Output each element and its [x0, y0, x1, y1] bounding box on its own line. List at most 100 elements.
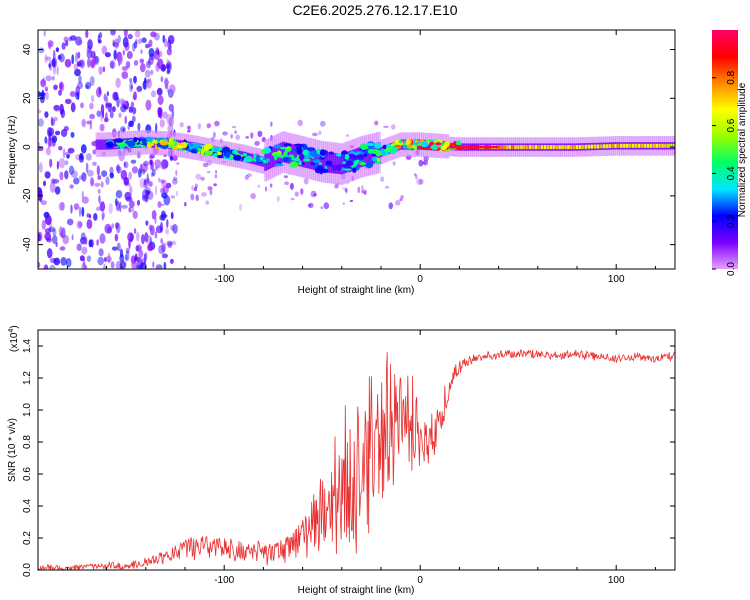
spectrogram-cell	[576, 145, 579, 150]
spectrogram-cell	[95, 139, 99, 150]
spectrogram-cell	[81, 118, 86, 128]
colorbar-tick-label: 0.8	[726, 70, 737, 84]
spectrogram-cell	[661, 143, 664, 148]
spectrogram-cell	[54, 186, 61, 195]
spectrogram-cell	[366, 145, 370, 166]
spectrogram-cell	[269, 183, 273, 188]
spectrogram-cell	[540, 145, 544, 150]
spectrogram-cell	[157, 107, 163, 115]
spectrogram-cell	[127, 140, 136, 148]
spectrogram-cell	[283, 175, 288, 179]
spectrogram-cell	[42, 76, 45, 85]
spectrogram-cell	[153, 32, 160, 41]
spectrogram-cell	[135, 244, 142, 252]
spectrogram-cell	[531, 145, 535, 150]
spectrogram-cell	[49, 181, 56, 193]
spectrogram-cell	[146, 143, 155, 147]
spectrogram-cell	[77, 81, 83, 90]
spectrogram-cell	[375, 150, 382, 157]
spectrogram-cell	[423, 159, 429, 166]
snr-x-axis-label: Height of straight line (km)	[298, 585, 415, 596]
spectrogram-cell	[58, 89, 62, 96]
spectrogram-cell	[135, 38, 138, 45]
spectrogram-cell	[45, 56, 52, 61]
spectrogram-cell	[66, 218, 74, 226]
spectrogram-cell	[321, 151, 324, 172]
spectrogram-cell	[132, 210, 138, 219]
spectrogram-cell	[499, 145, 503, 150]
spectrogram-cell	[282, 156, 290, 162]
snr-x-tick-label: 100	[608, 575, 625, 586]
spectrogram-cell	[288, 157, 292, 162]
spectrogram-cell	[617, 143, 620, 148]
spectrogram-cell	[608, 144, 611, 149]
spectrogram-cell	[158, 177, 161, 183]
spectrogram-cell	[204, 150, 214, 156]
spectrogram-cell	[81, 206, 85, 217]
colorbar-tick-label: 0.2	[726, 214, 737, 228]
spectrogram-cell	[523, 145, 526, 150]
spectrogram-cell	[392, 161, 396, 166]
spectrogram-cell	[125, 250, 130, 261]
spectrogram-cell	[529, 145, 532, 150]
spectrogram-cell	[40, 200, 47, 206]
spectrogram-cell	[116, 242, 121, 252]
spectrogram-cell	[383, 125, 389, 128]
spectrogram-cell	[273, 153, 278, 161]
spectrogram-cell	[414, 139, 418, 143]
spectrogram-cell	[190, 193, 195, 201]
spectrogram-cell	[51, 135, 58, 143]
spectrogram-cell	[163, 79, 170, 85]
spectrogram-cell	[92, 149, 97, 155]
spectrogram-cell	[95, 206, 101, 211]
spectrogram-cell	[97, 256, 104, 266]
spectrogram-cell	[254, 140, 260, 146]
spectrogram-cell	[143, 253, 147, 265]
spectrogram-cell	[90, 59, 96, 69]
spectrogram-cell	[166, 219, 169, 228]
spectrogram-cell	[75, 91, 80, 100]
spectrogram-cell	[319, 151, 322, 172]
spectrogram-cell	[170, 240, 177, 246]
spectrogram-cell	[52, 228, 57, 236]
spectrogram-cell	[133, 75, 137, 84]
spectrogram-cell	[200, 176, 205, 181]
spectrogram-cell	[605, 144, 608, 149]
spectrogram-cell	[126, 50, 133, 60]
spectrogram-cell	[96, 110, 102, 117]
spectrogram-cell	[308, 202, 314, 209]
spectrogram-cell	[99, 233, 106, 244]
spectrogram-cell	[418, 159, 424, 167]
spectrogram-cell	[155, 166, 162, 169]
spectrogram-cell	[131, 115, 136, 123]
spectrogram-cell	[101, 212, 105, 219]
spectrogram-cell	[172, 223, 178, 234]
spectrogram-cell	[78, 154, 84, 163]
spectrogram-cell	[137, 168, 142, 178]
spectrogram-cell	[44, 111, 49, 118]
snr-y-axis-label: SNR (10 * v/v)	[7, 418, 18, 482]
spectrogram-cell	[63, 125, 69, 132]
spectrogram-cell	[336, 153, 340, 174]
spectrogram-cell	[55, 242, 58, 247]
spectrogram-cell	[570, 145, 573, 150]
spectrogram-cell	[61, 42, 66, 50]
spectrogram-cell	[119, 254, 125, 263]
spectrogram-cell	[121, 71, 129, 79]
spectrogram-cell	[400, 195, 404, 199]
spectrogram-cell	[268, 148, 272, 169]
spectrogram-cell	[100, 111, 103, 122]
spectrogram-cell	[59, 171, 64, 181]
spectrogram-cell	[415, 174, 418, 180]
spectrogram-cell	[144, 69, 151, 78]
spectrogram-cell	[222, 146, 231, 154]
spectrogram-cell	[234, 130, 237, 134]
spectrogram-cell	[338, 164, 343, 168]
spectrogram-cell	[176, 162, 180, 165]
spectrogram-cell	[100, 181, 104, 188]
page-title: C2E6.2025.276.12.17.E10	[292, 2, 458, 18]
spectrogram-cell	[103, 117, 109, 123]
spectrogram-cell	[201, 192, 207, 197]
spectrogram-cell	[86, 120, 92, 125]
spectrogram-cell	[100, 104, 105, 115]
